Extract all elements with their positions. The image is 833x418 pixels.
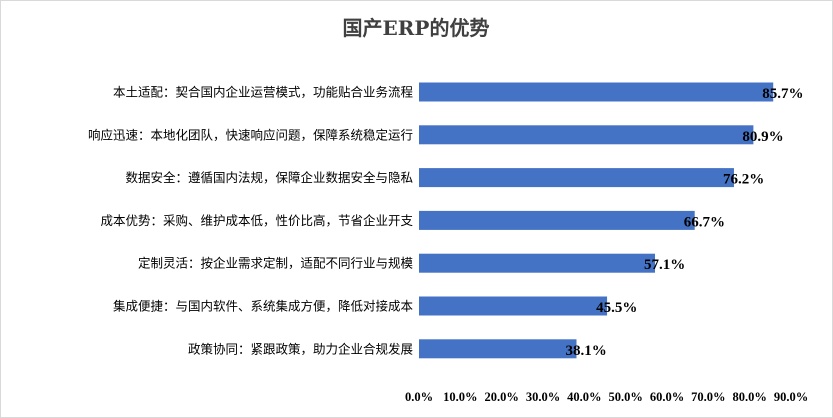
x-tick-label: 90.0%: [774, 390, 808, 404]
category-labels: 本土适配：契合国内企业运营模式，功能贴合业务流程响应迅速：本地化团队，快速响应问…: [88, 85, 414, 357]
data-label: 66.7%: [684, 214, 725, 230]
category-label: 定制灵活：按企业需求定制，适配不同行业与规模: [138, 256, 414, 271]
bar: [419, 82, 774, 102]
data-label: 80.9%: [742, 129, 783, 145]
data-label: 57.1%: [644, 257, 685, 273]
category-label: 政策协同：紧跟政策，助力企业合规发展: [188, 341, 413, 356]
x-tick-label: 0.0%: [405, 390, 433, 404]
bar: [419, 168, 734, 188]
x-tick-label: 70.0%: [691, 390, 725, 404]
category-label: 数据安全：遵循国内法规，保障企业数据安全与隐私: [125, 170, 413, 185]
x-tick-label: 40.0%: [567, 390, 601, 404]
x-axis-ticks: 0.0% 10.0% 20.0% 30.0% 40.0% 50.0% 60.0% 70.0% 8…: [405, 390, 808, 404]
bar: [419, 339, 577, 359]
x-tick-label: 50.0%: [608, 390, 642, 404]
x-tick-label: 20.0%: [484, 390, 518, 404]
data-label: 45.5%: [596, 300, 637, 316]
x-tick-label: 60.0%: [650, 390, 684, 404]
bar: [419, 253, 656, 273]
bars-layer: [419, 82, 774, 359]
category-label: 响应迅速：本地化团队，快速响应问题，保障系统稳定运行: [88, 127, 413, 142]
x-tick-label: 80.0%: [732, 390, 766, 404]
data-labels: 85.7% 80.9% 76.2% 66.7% 57.1% 45.5% 38.1%: [565, 86, 803, 359]
bar: [419, 125, 754, 145]
category-label: 集成便捷：与国内软件、系统集成方便，降低对接成本: [113, 299, 414, 314]
x-tick-label: 10.0%: [443, 390, 477, 404]
data-label: 76.2%: [723, 172, 764, 188]
data-label: 38.1%: [565, 343, 606, 359]
chart-title: 国产ERP的优势: [343, 16, 490, 40]
bar: [419, 210, 695, 230]
bar: [419, 296, 608, 316]
x-tick-label: 30.0%: [526, 390, 560, 404]
category-label: 本土适配：契合国内企业运营模式，功能贴合业务流程: [113, 85, 414, 100]
category-label: 成本优势：采购、维护成本低，性价比高，节省企业开支: [100, 213, 413, 228]
data-label: 85.7%: [762, 86, 803, 102]
